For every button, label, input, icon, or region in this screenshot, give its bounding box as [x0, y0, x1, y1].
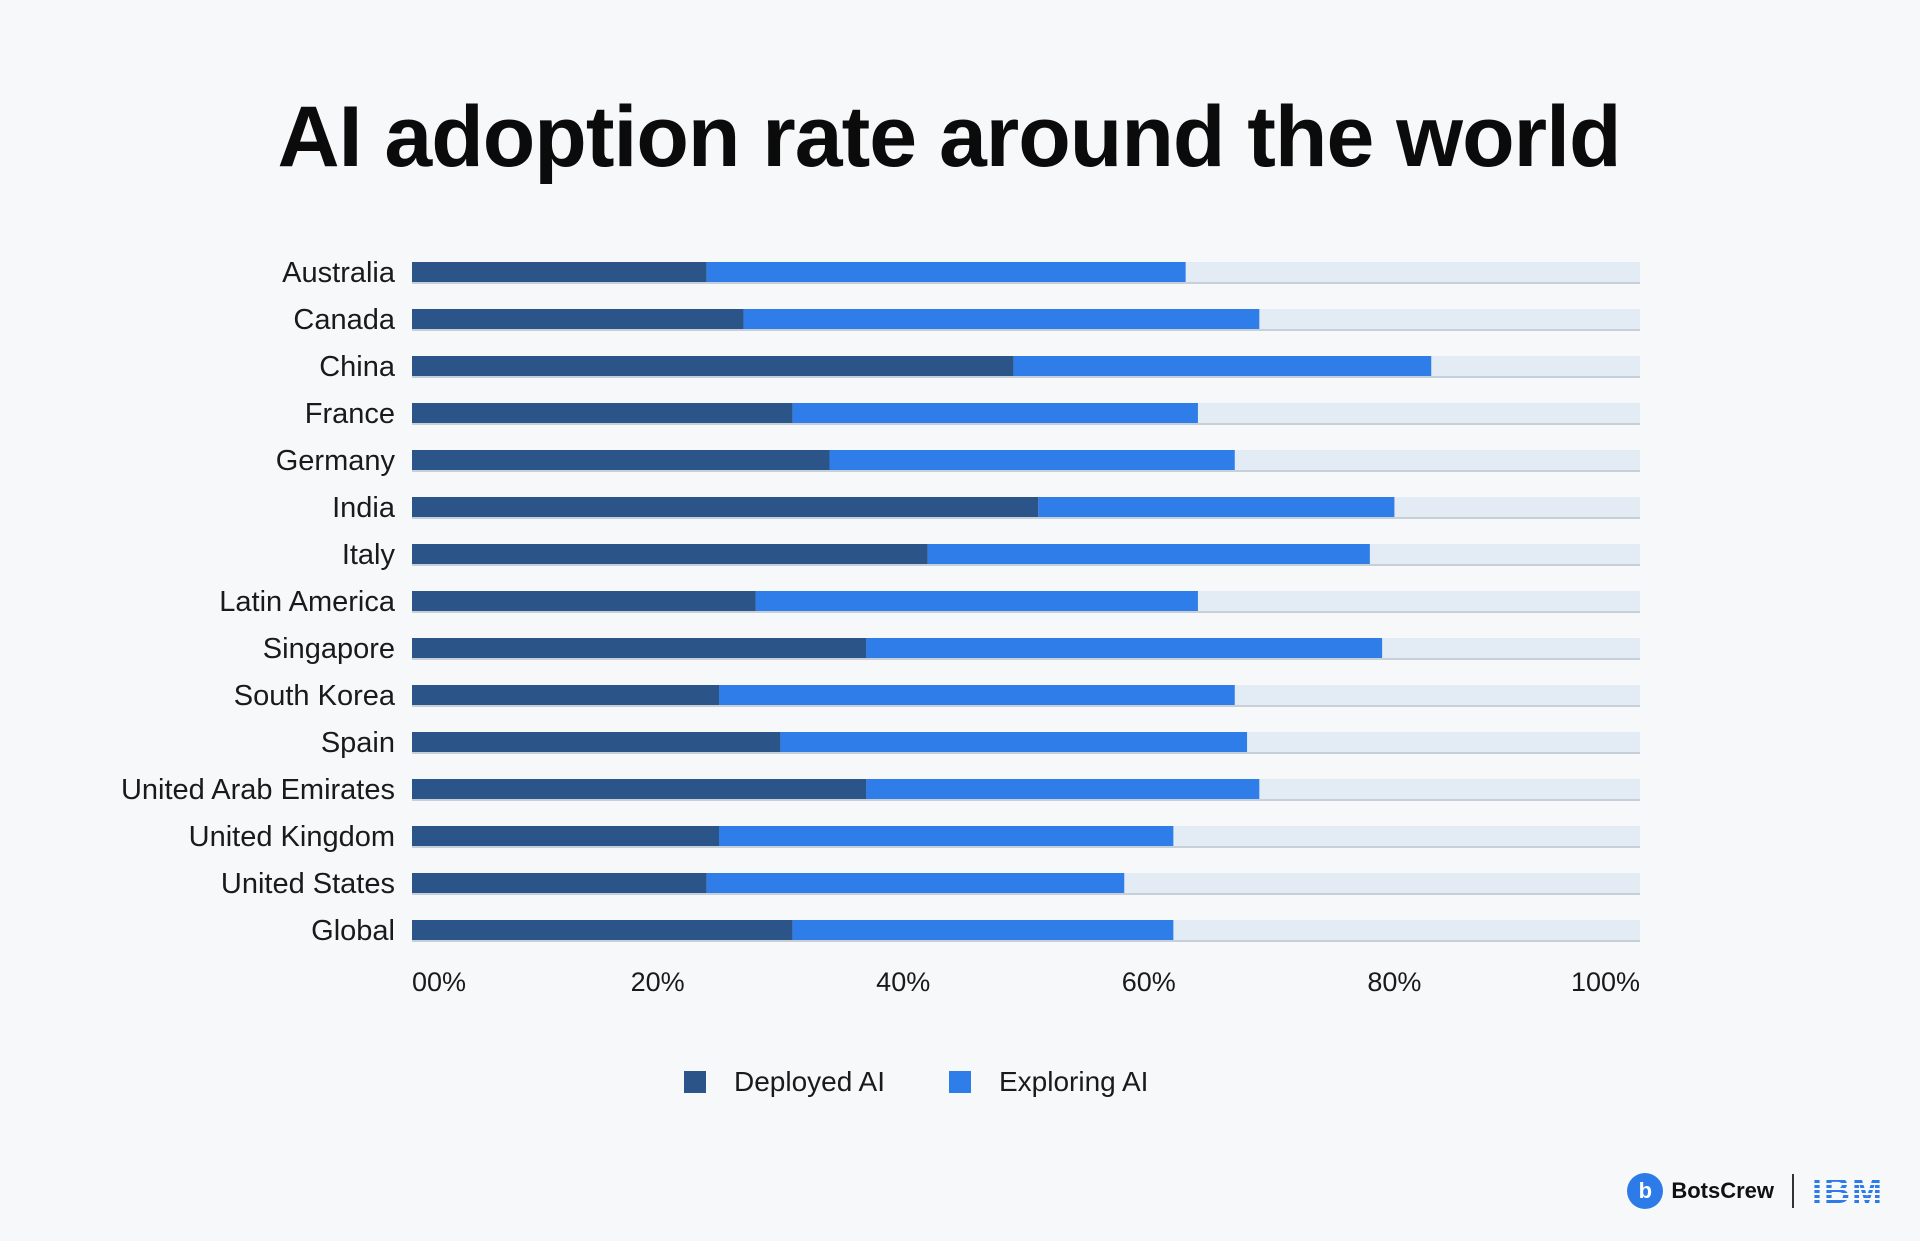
category-label-singapore: Singapore	[263, 633, 395, 665]
legend-item-exploring[interactable]: Exploring AI	[949, 1066, 1148, 1098]
legend: Deployed AI Exploring AI	[684, 1066, 1212, 1098]
ibm-logo: IBM	[1812, 1170, 1884, 1211]
x-tick-label: 00%	[412, 967, 466, 997]
bar-deployed-china	[412, 356, 1014, 376]
botscrew-brand: BotsCrew	[1671, 1178, 1774, 1203]
bar-exploring-germany	[829, 450, 1235, 470]
bar-deployed-united-kingdom	[412, 826, 719, 846]
bar-deployed-united-states	[412, 873, 707, 893]
botscrew-logo-icon: b	[1627, 1173, 1664, 1209]
legend-item-deployed[interactable]: Deployed AI	[684, 1066, 885, 1098]
category-label-latin-america: Latin America	[219, 586, 396, 618]
bar-exploring-spain	[780, 732, 1248, 752]
bar-deployed-united-arab-emirates	[412, 779, 867, 799]
bar-exploring-united-kingdom	[719, 826, 1174, 846]
category-label-canada: Canada	[293, 304, 395, 336]
bar-deployed-india	[412, 497, 1039, 517]
bar-deployed-global	[412, 920, 793, 940]
category-label-spain: Spain	[321, 727, 395, 759]
bar-exploring-south-korea	[719, 685, 1235, 705]
category-label-united-arab-emirates: United Arab Emirates	[121, 774, 395, 806]
legend-swatch-deployed	[684, 1071, 706, 1093]
x-tick-label: 20%	[631, 967, 685, 997]
legend-label-deployed: Deployed AI	[734, 1066, 885, 1097]
bar-deployed-australia	[412, 262, 707, 282]
bar-exploring-united-arab-emirates	[866, 779, 1260, 799]
bar-exploring-united-states	[706, 873, 1125, 893]
x-tick-label: 40%	[876, 967, 930, 997]
x-tick-label: 80%	[1367, 967, 1421, 997]
x-tick-label: 60%	[1122, 967, 1176, 997]
category-label-germany: Germany	[276, 445, 396, 477]
category-label-india: India	[332, 492, 396, 524]
bar-deployed-canada	[412, 309, 744, 329]
bar-exploring-india	[1038, 497, 1395, 517]
bar-exploring-china	[1013, 356, 1432, 376]
category-label-global: Global	[311, 915, 395, 947]
bar-exploring-france	[792, 403, 1198, 423]
bar-exploring-australia	[706, 262, 1186, 282]
category-label-italy: Italy	[342, 539, 396, 571]
category-label-france: France	[305, 398, 395, 430]
category-label-china: China	[319, 351, 396, 383]
footer-logos: b BotsCrew IBM	[1627, 1170, 1884, 1212]
bar-deployed-spain	[412, 732, 781, 752]
bar-exploring-canada	[743, 309, 1260, 329]
category-label-united-kingdom: United Kingdom	[189, 821, 395, 853]
chart-title: AI adoption rate around the world	[277, 89, 1622, 185]
bar-deployed-italy	[412, 544, 928, 564]
category-label-united-states: United States	[221, 868, 395, 900]
bar-exploring-global	[792, 920, 1174, 940]
category-label-australia: Australia	[282, 257, 396, 289]
category-label-south-korea: South Korea	[234, 680, 396, 712]
bar-deployed-france	[412, 403, 793, 423]
legend-label-exploring: Exploring AI	[999, 1066, 1149, 1097]
bar-deployed-singapore	[412, 638, 867, 658]
logo-divider	[1792, 1174, 1794, 1208]
bar-deployed-latin-america	[412, 591, 756, 611]
legend-swatch-exploring	[949, 1071, 971, 1093]
bar-exploring-italy	[927, 544, 1370, 564]
bar-deployed-germany	[412, 450, 830, 470]
bar-deployed-south-korea	[412, 685, 719, 705]
bar-exploring-latin-america	[755, 591, 1198, 611]
x-tick-label: 100%	[1571, 967, 1640, 997]
bar-exploring-singapore	[866, 638, 1383, 658]
